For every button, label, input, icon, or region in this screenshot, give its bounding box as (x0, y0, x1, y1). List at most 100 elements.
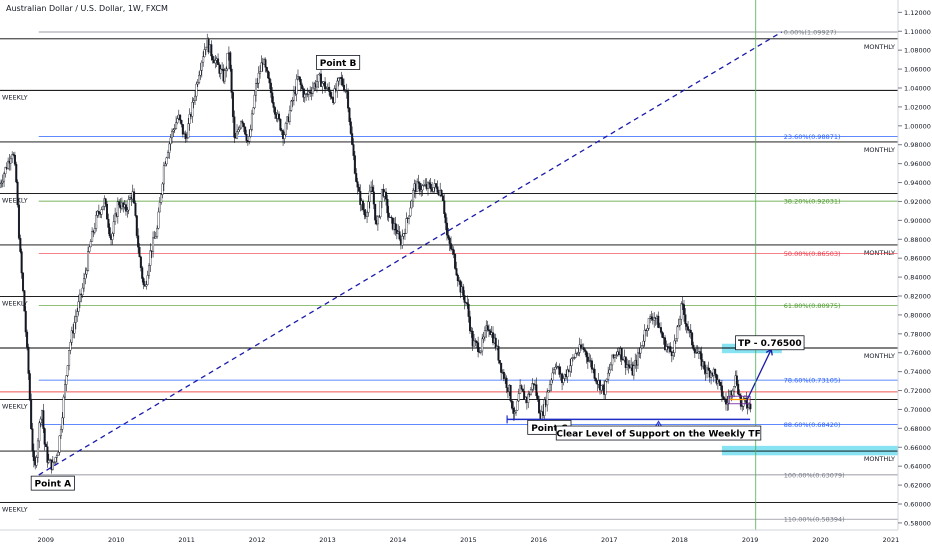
candle-body (405, 218, 408, 234)
annotation-box[interactable] (555, 425, 762, 441)
candle-body (523, 391, 526, 400)
candle-body (59, 429, 62, 437)
candle-body (0, 182, 3, 184)
candle-body (605, 378, 608, 382)
candle-body (456, 274, 459, 282)
candle-body (198, 74, 201, 83)
candle-body (73, 322, 76, 334)
fib-layer: 0.00%(1.09927) 23.60%(0.98871) 38.20%(0.92… (38, 28, 898, 524)
candle-body (483, 330, 486, 338)
candle-body (636, 352, 639, 366)
candle-body (647, 318, 650, 329)
candle-body (517, 393, 520, 402)
candle-body (703, 361, 706, 370)
candle-body (374, 203, 377, 221)
candle-body (347, 91, 350, 109)
candle-body (64, 384, 67, 398)
x-tick-label: 2014 (390, 536, 407, 544)
candle-body (368, 190, 371, 202)
candle-body (739, 395, 742, 407)
y-tick-label: 1.08000 (904, 47, 931, 55)
candle-body (237, 129, 240, 132)
candle-body (422, 185, 425, 187)
candle-body (169, 137, 172, 145)
candle-body (515, 409, 518, 413)
candle-body (299, 79, 302, 86)
x-tick-label: 2017 (601, 536, 618, 544)
candle-body (421, 185, 424, 191)
candle-body (356, 181, 359, 188)
candle-body (646, 328, 649, 331)
candle-body (13, 154, 16, 165)
candle-body (329, 91, 332, 98)
candle-body (733, 386, 736, 392)
candle-body (330, 96, 333, 99)
candle-body (141, 267, 144, 279)
candle-body (55, 455, 58, 458)
candle-body (529, 389, 532, 396)
candle-body (345, 90, 348, 92)
candle-body (497, 345, 500, 361)
candle-body (543, 399, 546, 416)
candle-body (700, 353, 703, 367)
timeframe-marker: MONTHLY (864, 43, 895, 51)
candle-body (93, 228, 96, 233)
candle-body (451, 248, 454, 251)
annotation-box[interactable] (735, 335, 805, 351)
candle-body (284, 123, 287, 135)
annotation-box[interactable] (30, 475, 75, 491)
y-tick-label: 0.58000 (904, 519, 931, 527)
chart-title: Australian Dollar / U.S. Dollar, 1W, FXC… (6, 4, 168, 13)
candle-body (134, 202, 137, 216)
candle-body (562, 378, 565, 383)
candle-body (127, 199, 130, 211)
candle-body (527, 393, 530, 403)
candle-body (435, 183, 438, 188)
candle-body (573, 357, 576, 359)
fib-level-label: 38.20%(0.92031) (784, 198, 841, 206)
candle-body (317, 74, 320, 82)
candle-body (291, 100, 294, 102)
candle-body (582, 347, 585, 350)
candle-body (158, 202, 161, 213)
candle-body (77, 301, 80, 312)
candle-body (70, 330, 73, 343)
candle-body (627, 364, 630, 367)
candle-body (471, 330, 474, 347)
candle-body (586, 356, 589, 362)
candle-body (429, 184, 432, 189)
candle-body (202, 56, 205, 63)
candle-body (108, 227, 111, 237)
fib-trend-line[interactable] (38, 31, 783, 476)
candle-body (599, 380, 602, 391)
candle-body (519, 385, 522, 394)
candle-body (361, 200, 364, 210)
candle-body (427, 182, 430, 189)
candle-body (462, 286, 465, 296)
candle-body (214, 60, 217, 64)
candle-body (57, 452, 60, 456)
annotation-box[interactable] (316, 55, 361, 70)
x-tick-label: 2016 (531, 536, 548, 544)
candle-body (62, 396, 65, 419)
candle-body (43, 428, 46, 445)
candle-body (27, 346, 30, 374)
candle-body (402, 233, 405, 237)
candle-body (412, 190, 415, 202)
lower-support-zone (721, 445, 898, 456)
candle-body (548, 384, 551, 391)
projection-arrow[interactable] (745, 349, 772, 402)
candle-body (500, 362, 503, 373)
candle-body (315, 81, 318, 88)
candle-body (450, 243, 453, 250)
candle-body (171, 130, 174, 139)
y-tick-label: 0.94000 (904, 179, 931, 187)
timeframe-marker: WEEKLY (2, 506, 28, 514)
candle-body (487, 329, 490, 332)
candle-body (532, 383, 535, 385)
candle-body (290, 100, 293, 111)
candle-body (84, 273, 87, 279)
candle-body (95, 215, 98, 229)
candle-body (309, 91, 312, 94)
